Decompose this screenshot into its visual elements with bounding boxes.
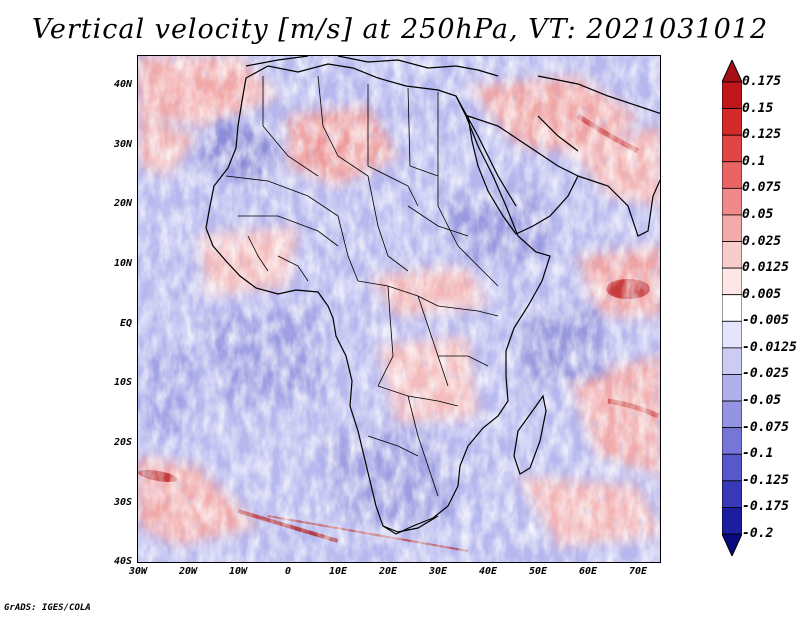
colorbar-box xyxy=(722,108,742,136)
colorbar-box xyxy=(722,161,742,189)
lat-label-30n: 30N xyxy=(113,139,132,150)
lon-label-40e: 40E xyxy=(478,566,498,577)
colorbar-box xyxy=(722,214,742,242)
colorbar-box xyxy=(722,374,742,402)
colorbar-box xyxy=(722,267,742,296)
country-borders xyxy=(225,75,499,497)
velocity-field xyxy=(138,56,660,562)
colorbar-label: -0.2 xyxy=(742,526,774,541)
map-panel xyxy=(137,55,661,563)
colorbar-label: -0.075 xyxy=(742,419,789,435)
colorbar-label: 0.05 xyxy=(742,206,774,222)
colorbar-label: 0.0125 xyxy=(742,260,789,276)
colorbar-box xyxy=(722,427,742,455)
lat-label-10n: 10N xyxy=(113,258,132,269)
lon-label-0: 0 xyxy=(284,566,292,577)
lon-label-20w: 20W xyxy=(178,566,198,577)
lat-label-40s: 40S xyxy=(113,556,132,567)
coastlines xyxy=(205,56,660,535)
colorbar-box xyxy=(722,320,742,349)
colorbar-box xyxy=(722,347,742,375)
blue-speckle xyxy=(138,56,660,562)
colorbar-top-arrow xyxy=(722,60,742,83)
colorbar-box xyxy=(722,507,742,535)
colorbar-box xyxy=(722,480,742,508)
colorbar-label: 0.125 xyxy=(742,127,782,143)
lat-label-20n: 20N xyxy=(113,198,132,209)
colorbar-label: 0.175 xyxy=(742,74,782,89)
lat-label-30s: 30S xyxy=(113,497,132,508)
lon-label-10e: 10E xyxy=(328,566,348,577)
lon-label-30e: 30E xyxy=(428,566,448,577)
colorbar-label: -0.175 xyxy=(742,499,789,515)
lat-label-40n: 40N xyxy=(113,79,132,90)
colorbar-label: 0.075 xyxy=(742,180,782,196)
colorbar-label: 0.1 xyxy=(742,153,766,169)
colorbar-label: -0.05 xyxy=(742,393,782,409)
colorbar-label: -0.1 xyxy=(742,446,774,462)
colorbar-box xyxy=(722,81,742,109)
colorbar-label: -0.025 xyxy=(742,366,789,382)
colorbar-label: 0.005 xyxy=(742,286,782,302)
colorbar-label: 0.15 xyxy=(742,100,774,116)
lon-label-30w: 30W xyxy=(128,566,148,577)
colorbar-bottom-arrow xyxy=(722,533,742,556)
lon-label-70e: 70E xyxy=(628,566,648,577)
colorbar-box xyxy=(722,241,742,269)
lon-label-60e: 60E xyxy=(578,566,598,577)
map-title: Vertical velocity [m/s] at 250hPa, VT: 2… xyxy=(31,14,769,45)
colorbar-label: -0.0125 xyxy=(742,339,797,355)
lat-label-10s: 10S xyxy=(113,377,132,388)
footer-credit: GrADS: IGES/COLA xyxy=(4,603,91,613)
colorbar-box xyxy=(722,453,742,482)
lat-label-20s: 20S xyxy=(113,437,132,448)
colorbar xyxy=(722,60,742,556)
lon-label-20e: 20E xyxy=(378,566,398,577)
colorbar-box xyxy=(722,187,742,216)
colorbar-label: -0.005 xyxy=(742,313,789,329)
lat-label-eq: EQ xyxy=(119,318,132,329)
colorbar-label: -0.125 xyxy=(742,472,789,488)
lon-label-50e: 50E xyxy=(528,566,548,577)
colorbar-box xyxy=(722,400,742,429)
lon-label-10w: 10W xyxy=(228,566,248,577)
colorbar-label: 0.025 xyxy=(742,233,782,249)
colorbar-box xyxy=(722,134,742,163)
colorbar-box xyxy=(722,294,742,322)
